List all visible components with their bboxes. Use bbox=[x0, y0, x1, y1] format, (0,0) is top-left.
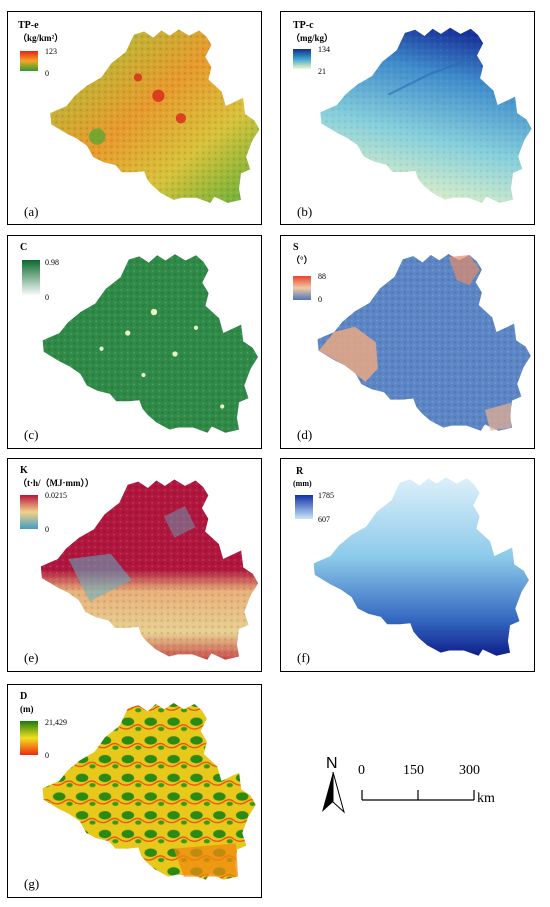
scale-bar-line bbox=[361, 790, 475, 801]
scale-tick-300: 300 bbox=[459, 763, 480, 778]
legend-min-b: 21 bbox=[318, 67, 326, 76]
scale-unit: km bbox=[477, 791, 495, 806]
legend-min-c: 0 bbox=[45, 293, 49, 302]
panel-label-f: (f) bbox=[297, 650, 310, 665]
legend-max-c: 0.98 bbox=[45, 258, 59, 267]
legend-min-f: 607 bbox=[318, 515, 330, 524]
unit-g: (m) bbox=[20, 704, 34, 714]
legend-bar-e bbox=[20, 495, 38, 529]
panel-f: R (mm) 1785 607 (f) bbox=[280, 458, 535, 672]
legend-bar-f bbox=[295, 495, 313, 519]
unit-f: (mm) bbox=[293, 479, 312, 488]
legend-bar-a bbox=[20, 51, 38, 71]
panel-c: C 0.98 0 (c) bbox=[7, 235, 262, 449]
title-a: TP-e bbox=[18, 20, 39, 31]
scale-tick-0: 0 bbox=[358, 763, 365, 778]
panel-b: TP-c （mg/kg） 134 21 (b) bbox=[280, 11, 535, 225]
panel-label-c: (c) bbox=[24, 427, 39, 442]
panel-a: TP-e （kg/km²） 123 0 (a) bbox=[7, 11, 262, 225]
legend-bar-d bbox=[293, 276, 311, 300]
panel-label-b: (b) bbox=[297, 204, 313, 219]
unit-e: （t·h/（MJ·mm）） bbox=[18, 478, 94, 488]
title-g: D bbox=[20, 691, 28, 702]
legend-min-e: 0 bbox=[45, 525, 49, 534]
panel-label-e: (e) bbox=[24, 650, 39, 665]
map-d bbox=[317, 254, 531, 431]
map-a bbox=[50, 29, 260, 203]
panel-e: K （t·h/（MJ·mm）） 0.0215 0 (e) bbox=[7, 458, 262, 672]
legend-max-a: 123 bbox=[45, 47, 57, 56]
unit-b: （mg/kg） bbox=[291, 33, 334, 43]
legend-bar-b bbox=[293, 49, 311, 69]
title-e: K bbox=[20, 465, 28, 476]
legend-max-f: 1785 bbox=[318, 491, 334, 500]
panel-g: D (m) 21,429 0 (g) bbox=[7, 684, 262, 898]
panel-label-g: (g) bbox=[24, 876, 40, 891]
legend-max-g: 21,429 bbox=[45, 718, 67, 727]
north-arrow-icon bbox=[322, 772, 345, 814]
legend-max-b: 134 bbox=[318, 45, 330, 54]
legend-min-a: 0 bbox=[45, 69, 49, 78]
scale-bar: 0 150 300 km bbox=[355, 764, 515, 814]
map-g bbox=[42, 703, 256, 880]
north-arrow: N bbox=[318, 756, 348, 814]
map-e bbox=[40, 479, 259, 660]
panel-label-d: (d) bbox=[297, 427, 313, 442]
north-letter: N bbox=[326, 755, 338, 772]
panel-label-a: (a) bbox=[24, 204, 39, 219]
title-f: R bbox=[296, 466, 304, 477]
legend-bar-g bbox=[20, 721, 38, 755]
title-c: C bbox=[20, 242, 28, 253]
unit-d: （°） bbox=[291, 255, 313, 265]
legend-max-d: 88 bbox=[318, 272, 326, 281]
legend-min-g: 0 bbox=[45, 751, 49, 760]
map-b bbox=[320, 27, 532, 203]
map-c bbox=[42, 254, 258, 433]
title-b: TP-c bbox=[293, 20, 314, 31]
legend-max-e: 0.0215 bbox=[45, 491, 67, 500]
legend-min-d: 0 bbox=[318, 295, 322, 304]
unit-a: （kg/km²） bbox=[18, 33, 64, 43]
panel-d: S （°） 88 0 (d) bbox=[280, 235, 535, 449]
title-d: S bbox=[293, 242, 299, 253]
scale-tick-150: 150 bbox=[403, 763, 424, 778]
legend-bar-c bbox=[22, 260, 40, 296]
